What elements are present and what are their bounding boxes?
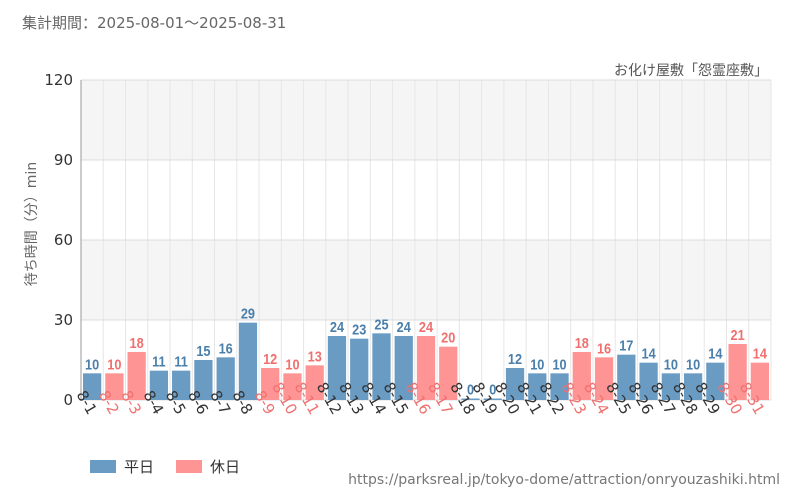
value-label: 24 xyxy=(330,318,344,335)
value-label: 16 xyxy=(219,339,233,356)
wait-time-chart: 0306090120待ち時間（分）min108-1108-2188-3118-4… xyxy=(24,71,772,418)
value-label: 25 xyxy=(374,315,388,332)
bar-8-25 xyxy=(617,354,636,400)
background-band xyxy=(81,240,771,320)
value-label: 21 xyxy=(731,326,745,343)
value-label: 20 xyxy=(441,329,455,346)
value-label: 18 xyxy=(575,334,589,351)
bar-8-19 xyxy=(483,398,502,400)
bar-8-17 xyxy=(439,346,458,400)
bar-8-5 xyxy=(172,370,191,400)
y-tick-label: 90 xyxy=(54,151,73,169)
bar-8-1 xyxy=(83,373,102,400)
bar-8-22 xyxy=(550,373,569,400)
bar-8-27 xyxy=(661,373,680,400)
legend-swatch-weekday xyxy=(90,460,116,473)
value-label: 13 xyxy=(308,347,322,364)
value-label: 23 xyxy=(352,321,366,338)
y-tick-label: 0 xyxy=(63,391,73,409)
bar-8-16 xyxy=(416,336,436,400)
bar-8-31 xyxy=(750,362,769,400)
legend-swatch-holiday xyxy=(176,460,203,473)
source-url: https://parksreal.jp/tokyo-dome/attracti… xyxy=(348,472,780,488)
legend: 平日 休日 xyxy=(90,456,262,477)
value-label: 11 xyxy=(152,353,166,370)
bar-8-13 xyxy=(350,338,369,400)
bar-8-12 xyxy=(327,336,347,400)
bar-8-21 xyxy=(528,373,547,400)
bar-8-26 xyxy=(639,362,658,400)
period-label: 集計期間：2025-08-01～2025-08-31 xyxy=(22,14,287,32)
background-band xyxy=(81,80,771,160)
value-label: 17 xyxy=(619,337,633,354)
legend-item-weekday: 平日 xyxy=(90,456,154,477)
bar-8-8 xyxy=(238,322,258,400)
y-tick-label: 30 xyxy=(54,311,73,329)
value-label: 16 xyxy=(597,339,611,356)
legend-item-holiday: 休日 xyxy=(176,456,240,477)
value-label: 10 xyxy=(285,355,299,372)
value-label: 10 xyxy=(85,355,99,372)
value-label: 24 xyxy=(397,318,411,335)
value-label: 29 xyxy=(241,305,255,322)
bar-8-6 xyxy=(194,360,213,400)
bar-8-18 xyxy=(461,398,480,400)
value-label: 15 xyxy=(196,342,210,359)
bar-8-28 xyxy=(683,373,703,400)
value-label: 14 xyxy=(641,345,655,362)
legend-label-holiday: 休日 xyxy=(210,458,241,476)
bar-8-24 xyxy=(594,357,614,400)
bar-8-20 xyxy=(505,368,525,400)
value-label: 18 xyxy=(130,334,144,351)
bar-8-29 xyxy=(706,362,725,400)
value-label: 0 xyxy=(489,380,496,397)
bar-8-2 xyxy=(105,373,124,400)
y-axis-title: 待ち時間（分）min xyxy=(24,162,40,286)
bar-8-23 xyxy=(572,352,591,400)
value-label: 14 xyxy=(708,345,722,362)
bar-8-9 xyxy=(261,368,280,400)
chart-subtitle: お化け屋敷「怨霊座敷」 xyxy=(614,63,768,79)
value-label: 11 xyxy=(174,353,188,370)
bar-8-4 xyxy=(149,370,169,400)
value-label: 10 xyxy=(107,355,121,372)
value-label: 0 xyxy=(467,380,474,397)
bar-8-11 xyxy=(305,365,324,400)
legend-label-weekday: 平日 xyxy=(124,458,155,476)
value-label: 10 xyxy=(686,355,700,372)
bar-8-30 xyxy=(728,344,747,400)
bar-8-14 xyxy=(372,333,391,400)
y-tick-label: 120 xyxy=(44,71,73,89)
bar-8-15 xyxy=(394,336,413,400)
value-label: 10 xyxy=(530,355,544,372)
value-label: 10 xyxy=(664,355,678,372)
bar-8-3 xyxy=(127,352,146,400)
value-label: 12 xyxy=(508,350,522,367)
bar-8-7 xyxy=(216,357,235,400)
value-label: 12 xyxy=(263,350,277,367)
bar-8-10 xyxy=(283,373,302,400)
value-label: 14 xyxy=(753,345,767,362)
y-tick-label: 60 xyxy=(54,231,73,249)
value-label: 10 xyxy=(552,355,566,372)
value-label: 24 xyxy=(419,318,433,335)
